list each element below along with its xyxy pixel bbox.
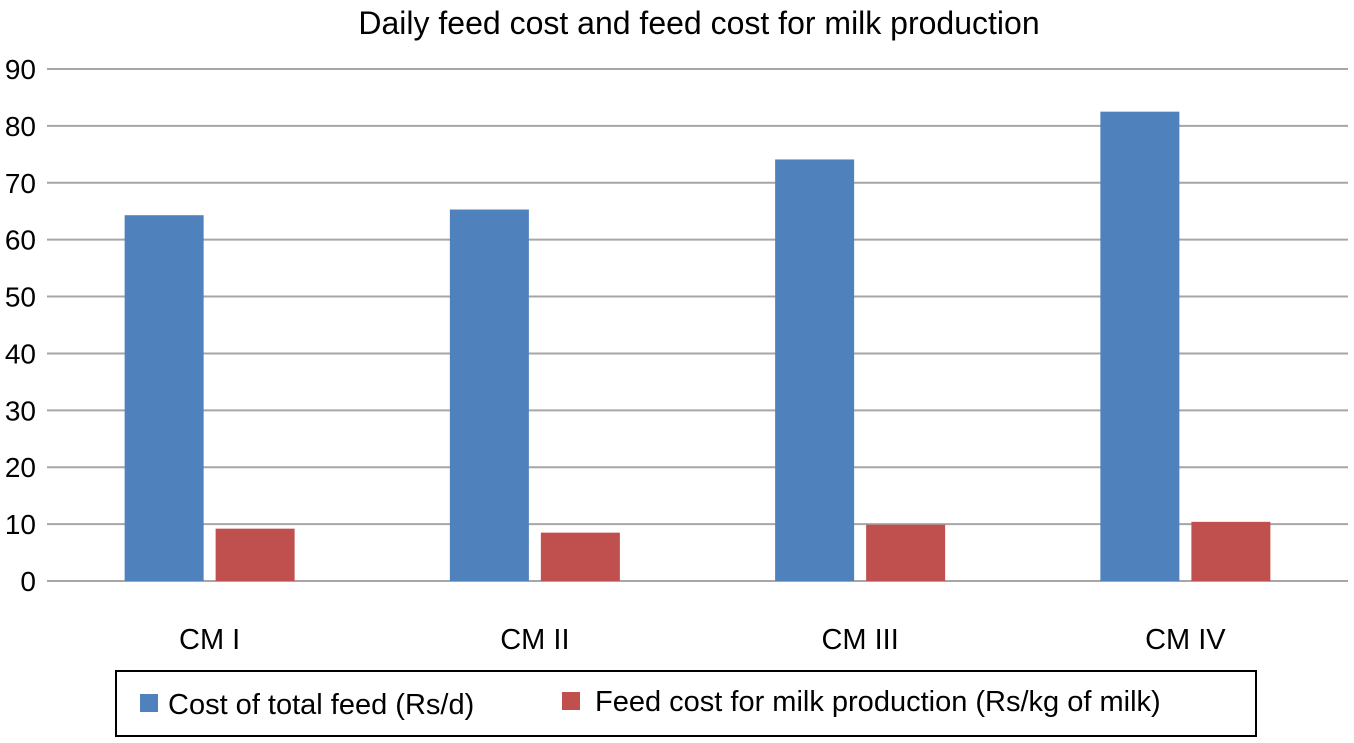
chart-title: Daily feed cost and feed cost for milk p… [358, 5, 1039, 41]
gridlines [47, 68, 1348, 582]
bar-series-2-cm-i [215, 528, 295, 581]
y-axis-ticks: 0 10 20 30 40 50 60 70 80 90 [5, 54, 36, 597]
y-tick-label: 10 [5, 509, 36, 540]
y-tick-label: 60 [5, 225, 36, 256]
bar-series-1-cm-iii [775, 159, 855, 581]
y-tick-label: 0 [20, 566, 36, 597]
x-tick-label: CM IV [1145, 624, 1226, 656]
x-tick-label: CM II [500, 624, 569, 656]
y-tick-label: 50 [5, 282, 36, 313]
legend-label-series-1: Cost of total feed (Rs/d) [168, 689, 474, 721]
y-tick-label: 70 [5, 168, 36, 199]
x-tick-label: CM I [179, 624, 240, 656]
bar-series-1-cm-ii [449, 209, 529, 581]
legend: Cost of total feed (Rs/d) Feed cost for … [115, 670, 1257, 737]
x-tick-label: CM III [821, 624, 898, 656]
bar-series-1-cm-iv [1100, 111, 1180, 582]
legend-label-series-2: Feed cost for milk production (Rs/kg of … [595, 686, 1161, 718]
legend-box [115, 670, 1257, 737]
bars [124, 111, 1271, 582]
y-tick-label: 20 [5, 452, 36, 483]
legend-swatch-series-1 [140, 694, 158, 712]
y-tick-label: 30 [5, 395, 36, 426]
bar-series-2-cm-iii [866, 524, 946, 581]
y-tick-label: 90 [5, 54, 36, 85]
y-tick-label: 80 [5, 111, 36, 142]
y-tick-label: 40 [5, 338, 36, 369]
bar-series-1-cm-i [124, 215, 204, 581]
bar-series-2-cm-iv [1191, 521, 1271, 581]
bar-series-2-cm-ii [540, 532, 620, 581]
x-axis-ticks: CM I CM II CM III CM IV [179, 624, 1226, 656]
legend-swatch-series-2 [562, 692, 580, 710]
